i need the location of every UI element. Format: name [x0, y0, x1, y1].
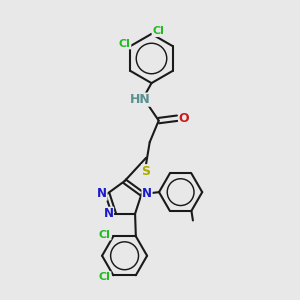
Text: HN: HN — [130, 93, 151, 106]
Text: N: N — [97, 187, 107, 200]
Text: Cl: Cl — [152, 26, 164, 37]
Text: Cl: Cl — [99, 230, 111, 240]
Text: N: N — [103, 207, 113, 220]
Text: S: S — [142, 165, 151, 178]
Text: N: N — [142, 187, 152, 200]
Text: Cl: Cl — [99, 272, 111, 282]
Text: O: O — [178, 112, 189, 125]
Text: Cl: Cl — [119, 39, 131, 49]
